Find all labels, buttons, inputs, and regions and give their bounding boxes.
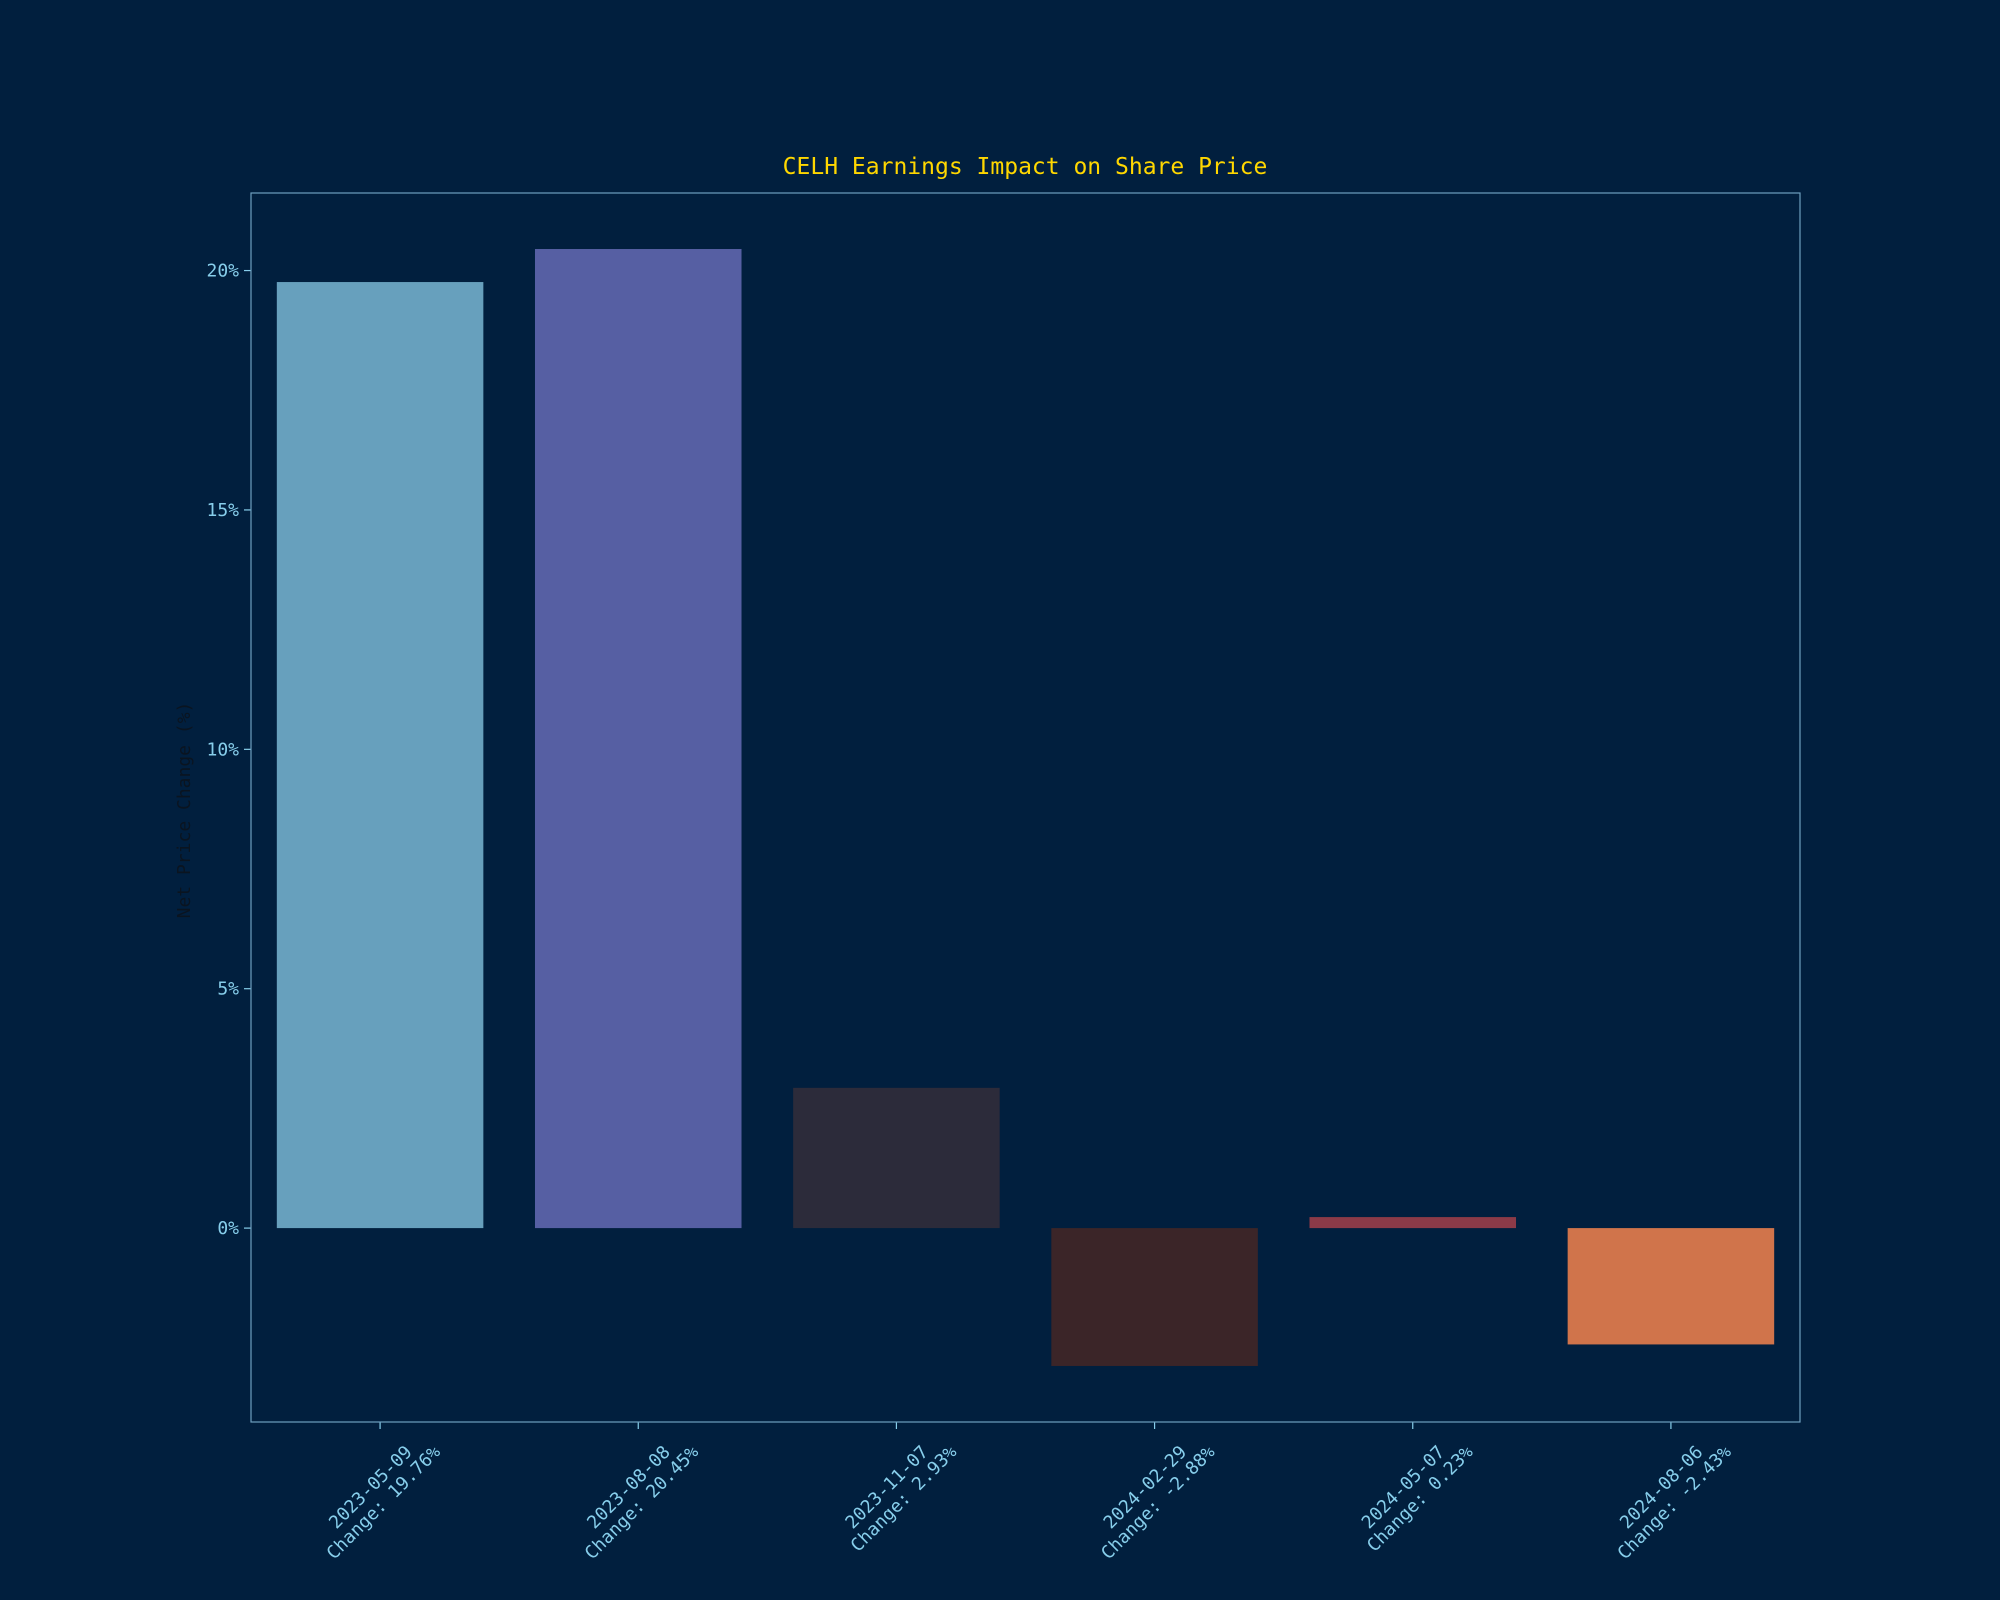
bar (1309, 1217, 1517, 1229)
y-tick-label: 15% (206, 500, 239, 521)
y-tick-label: 10% (206, 739, 239, 760)
chart-title: CELH Earnings Impact on Share Price (783, 154, 1268, 180)
y-tick-label: 20% (206, 261, 239, 282)
y-tick-label: 0% (217, 1218, 239, 1239)
y-tick-label: 5% (217, 979, 239, 1000)
bar (1567, 1228, 1775, 1345)
bar (276, 282, 484, 1229)
y-axis-label: Net Price Change (%) (174, 702, 195, 919)
bar (1051, 1228, 1258, 1366)
plot-frame (250, 192, 1801, 1423)
bar (793, 1087, 1000, 1229)
bar (534, 249, 742, 1229)
